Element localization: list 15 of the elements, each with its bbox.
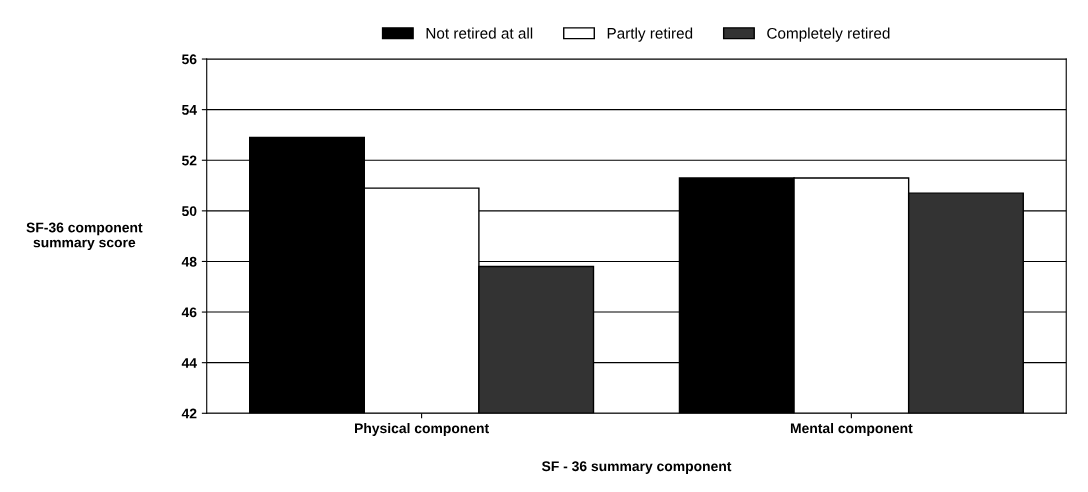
legend-label: Not retired at all bbox=[426, 27, 533, 39]
y-tick-label: 44 bbox=[181, 358, 197, 368]
y-tick-label: 46 bbox=[181, 307, 197, 318]
x-axis-title: SF - 36 summary component bbox=[541, 461, 732, 474]
y-tick-label: 42 bbox=[181, 408, 197, 419]
y-tick-label: 48 bbox=[181, 256, 197, 267]
y-tick-label: 52 bbox=[181, 155, 197, 166]
y-axis-title: SF-36 component summary score bbox=[26, 222, 143, 251]
x-tick-label: Mental component bbox=[790, 423, 913, 436]
legend-label: Completely retired bbox=[767, 27, 890, 42]
legend-label: Partly retired bbox=[607, 27, 693, 42]
y-tick-label: 50 bbox=[181, 206, 197, 217]
y-tick-label: 56 bbox=[181, 54, 197, 65]
y-tick-label: 54 bbox=[181, 105, 197, 115]
x-tick-label: Physical component bbox=[355, 423, 489, 436]
